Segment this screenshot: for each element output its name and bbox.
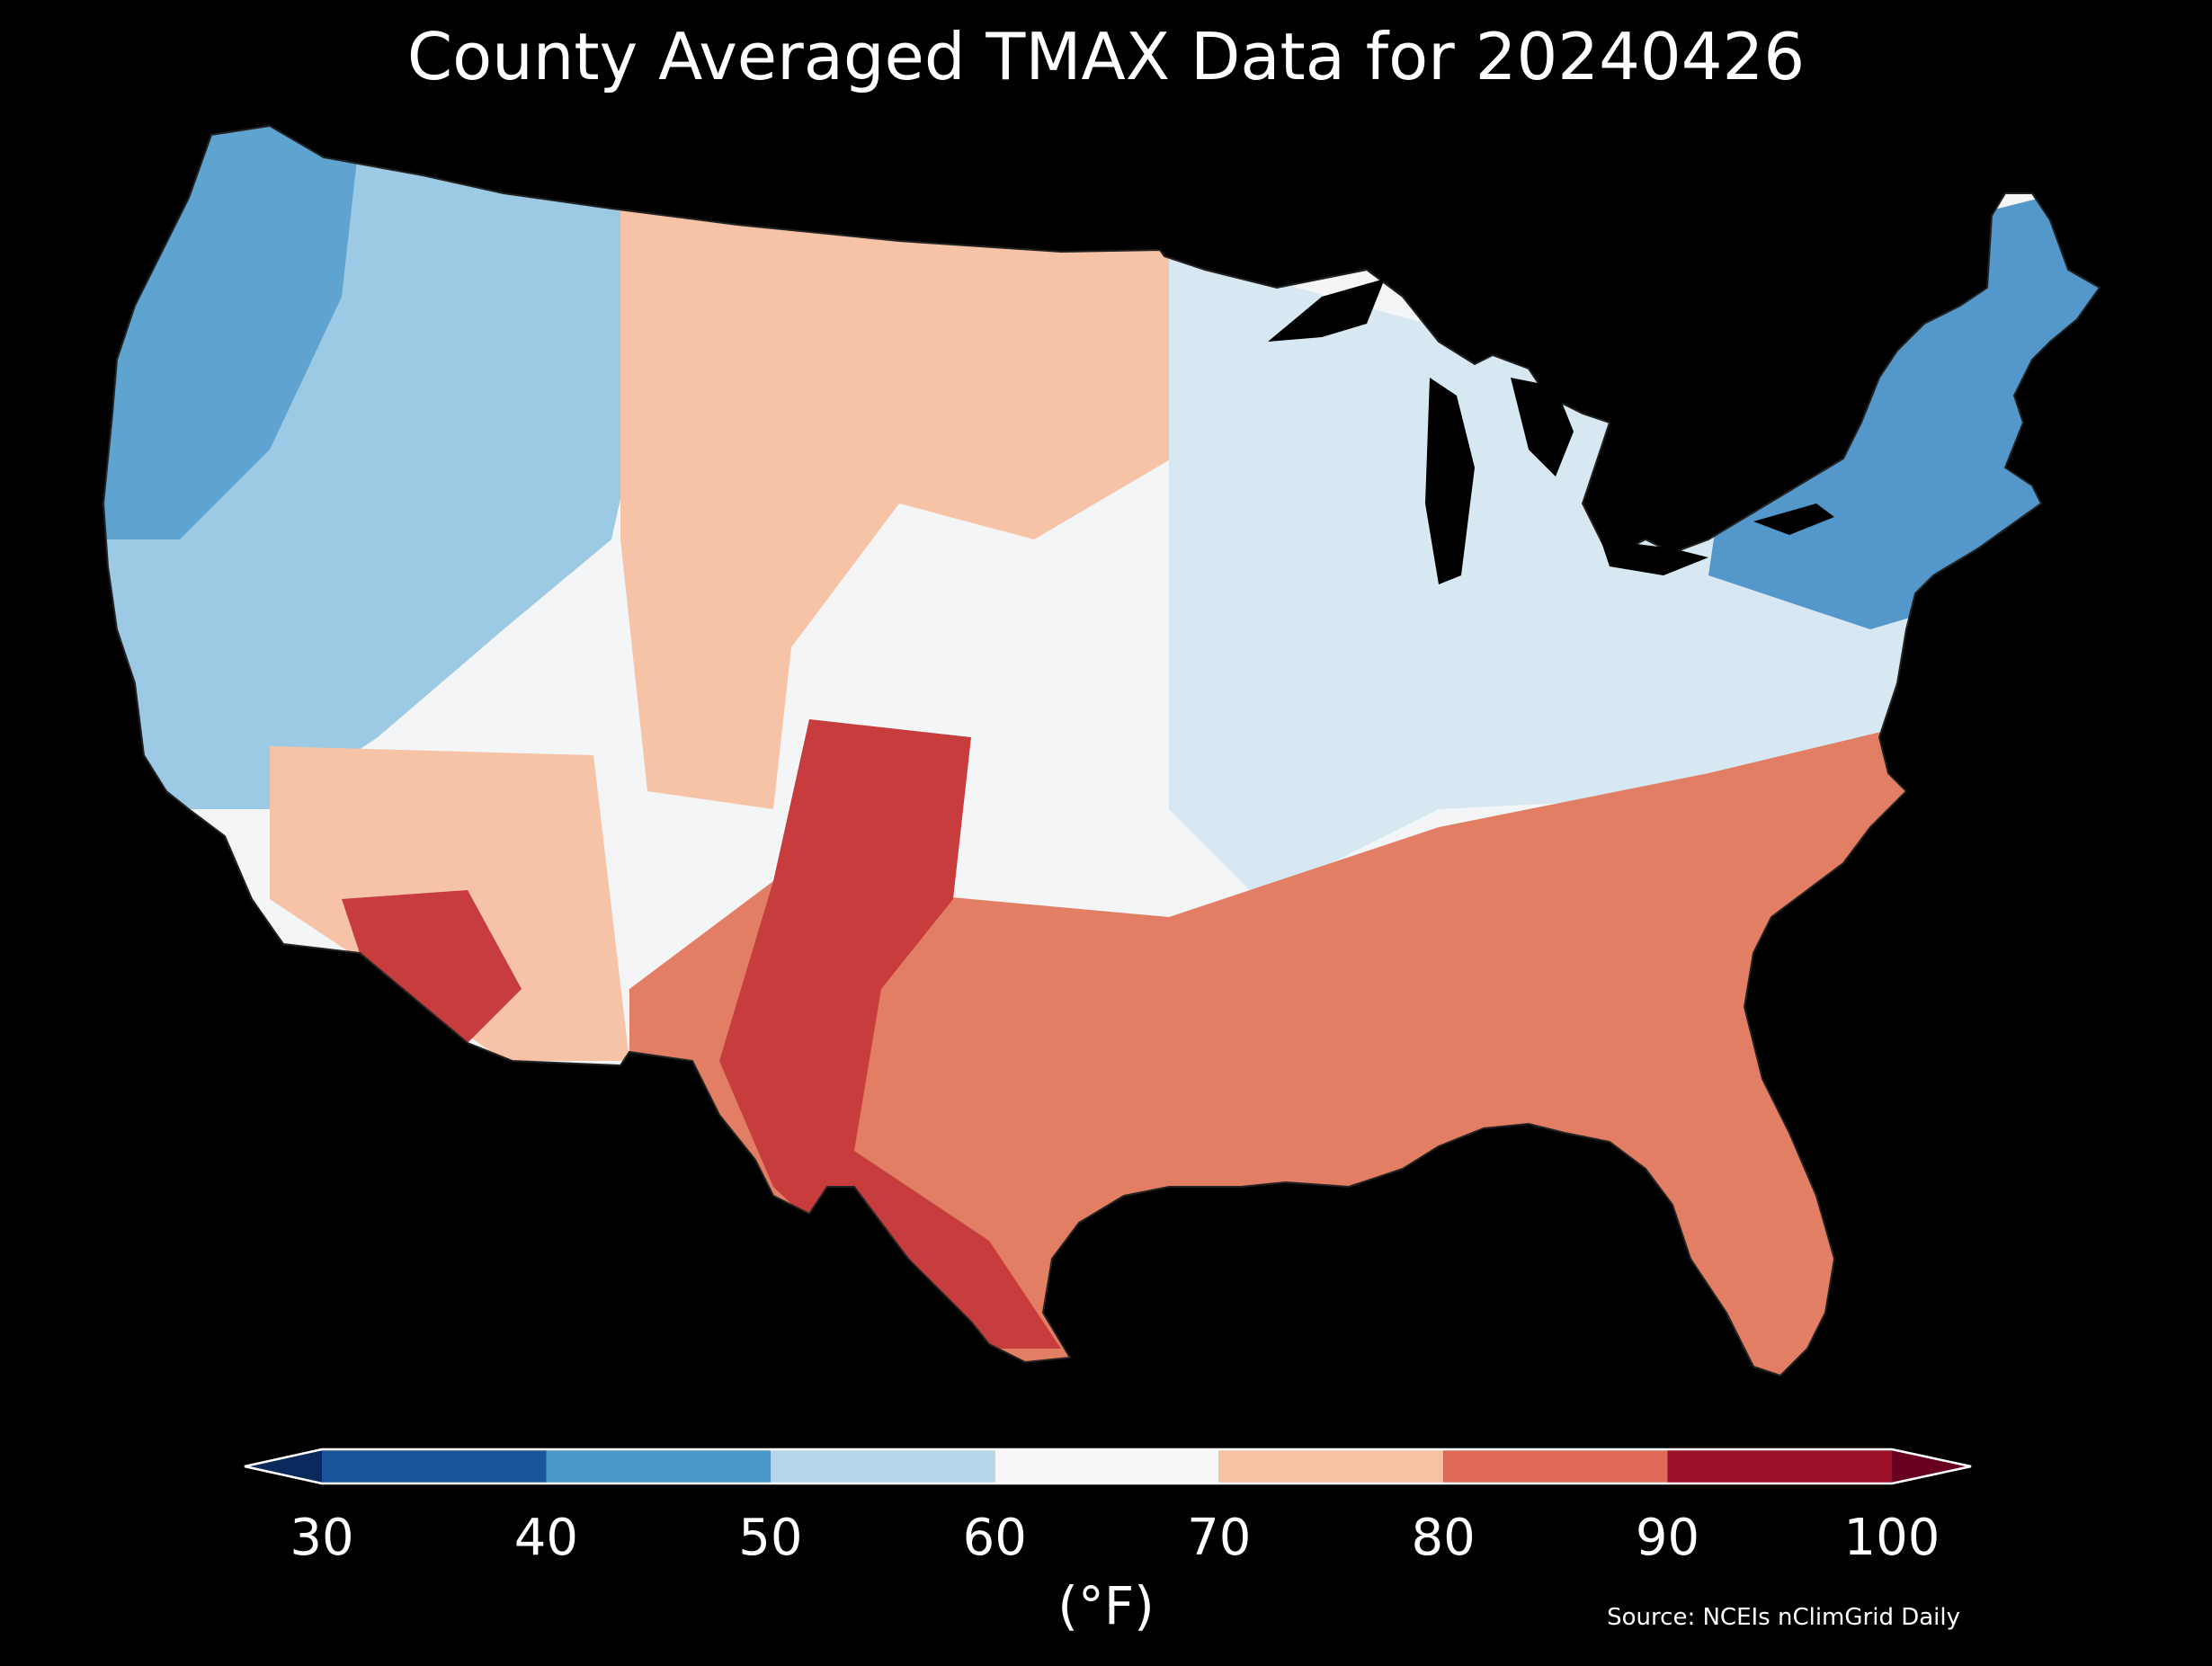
colorbar-bin-60-70: [995, 1449, 1219, 1483]
colorbar-tick-90: 90: [1635, 1509, 1700, 1567]
colorbar-tick-60: 60: [962, 1509, 1027, 1567]
colorbar-outline: [244, 1448, 1972, 1485]
colorbar-unit-label: (°F): [1057, 1575, 1155, 1636]
colorbar-tick-80: 80: [1411, 1509, 1476, 1567]
colorbar-over-arrow: [1892, 1449, 1971, 1483]
colorbar-tick-40: 40: [513, 1509, 579, 1567]
colorbar-tick-70: 70: [1187, 1509, 1252, 1567]
region-texas-heat: [719, 719, 1061, 1349]
colorbar-under-arrow: [245, 1449, 322, 1483]
colorbar-tick-50: 50: [738, 1509, 803, 1567]
region-desert-heat: [342, 890, 522, 1043]
colorbar-bin-80-90: [1443, 1449, 1668, 1483]
colorbar-tick-30: 30: [290, 1509, 354, 1567]
colorbar-bin-50-60: [770, 1449, 995, 1483]
great-lakes: [1268, 279, 1834, 584]
colorbar-bin-30-40: [322, 1449, 547, 1483]
map-title: County Averaged TMAX Data for 20240426: [406, 19, 1806, 94]
colorbar-bin-40-50: [546, 1449, 771, 1483]
colorbar-bin-90-100: [1667, 1449, 1892, 1483]
colorbar-bin-70-80: [1218, 1449, 1444, 1483]
source-note: Source: NCEIs nClimGrid Daily: [1607, 1604, 1960, 1631]
region-great-plains: [620, 207, 1187, 809]
colorbar-tick-100: 100: [1843, 1509, 1940, 1567]
